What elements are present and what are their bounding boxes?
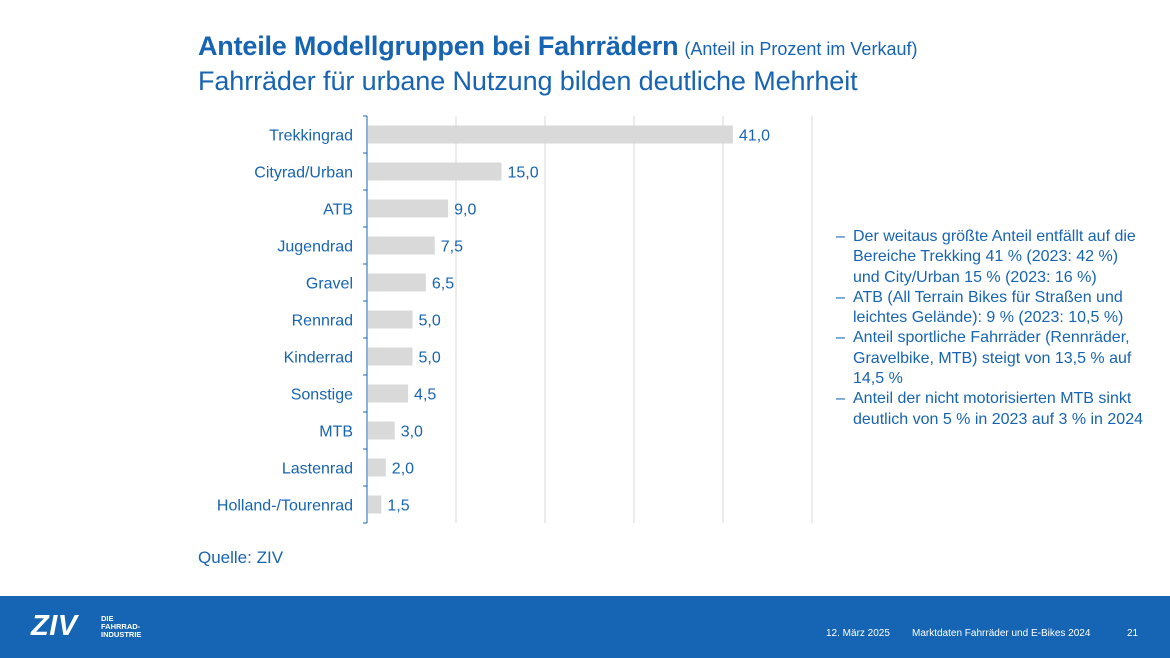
data-label: 4,5	[414, 387, 436, 404]
bullet-dash: –	[836, 288, 845, 306]
data-label: 6,5	[432, 276, 454, 293]
bar	[368, 199, 449, 218]
data-label: 15,0	[508, 165, 539, 182]
bar-chart: Trekkingrad 41,0 Cityrad/Urban 15,0 ATB 9,0 Ju…	[217, 115, 813, 524]
category-label: Lastenrad	[282, 461, 353, 478]
category-label: Sonstige	[291, 387, 353, 404]
bar	[368, 384, 409, 403]
page-title: Anteile Modellgruppen bei Fahrrädern	[198, 31, 679, 61]
bullet-text: Anteil der nicht motorisierten MTB sinkt…	[853, 390, 1143, 428]
bar	[368, 347, 413, 366]
footer-bar: ZIV DIE FAHRRAD- INDUSTRIE 12. März 2025…	[0, 596, 1170, 658]
logo-subtitle: DIE FAHRRAD- INDUSTRIE	[101, 615, 141, 639]
bullet-text: ATB (All Terrain Bikes für Straßen und l…	[853, 288, 1124, 327]
bullet-dash: –	[836, 390, 845, 408]
logo-wordmark: ZIV	[31, 610, 78, 642]
data-label: 1,5	[387, 498, 409, 515]
source-note: Quelle: ZIV	[198, 548, 284, 567]
bullet-dash: –	[836, 329, 845, 347]
bar	[368, 495, 382, 514]
data-label: 9,0	[454, 202, 476, 219]
category-label: Holland-/Tourenrad	[217, 498, 353, 515]
category-label: Rennrad	[292, 313, 353, 330]
data-label: 5,0	[419, 350, 441, 367]
logo-sub-line-3: INDUSTRIE	[101, 630, 142, 639]
bar	[368, 421, 395, 440]
bullet-item: – Der weitaus größte Anteil entfällt auf …	[836, 227, 1146, 288]
bar	[368, 273, 426, 292]
bar	[368, 162, 502, 181]
category-label: Jugendrad	[277, 239, 353, 256]
category-label: MTB	[319, 424, 353, 441]
title-line: Anteile Modellgruppen bei Fahrrädern (Ant…	[198, 31, 917, 62]
data-label: 5,0	[419, 313, 441, 330]
data-label: 3,0	[401, 424, 423, 441]
data-label: 2,0	[392, 461, 414, 478]
category-label: Kinderrad	[284, 350, 353, 367]
page-number: 21	[1127, 628, 1139, 639]
bullet-dash: –	[836, 228, 845, 245]
footer-text: Marktdaten Fahrräder und E-Bikes 2024	[912, 628, 1091, 639]
logo-sub-line-1: DIE	[101, 614, 114, 623]
category-label: Gravel	[306, 276, 353, 293]
data-label: 7,5	[441, 239, 463, 256]
page-subtitle: Fahrräder für urbane Nutzung bilden deut…	[198, 66, 858, 96]
bullet-item: – Anteil der nicht motorisierten MTB sink…	[836, 389, 1146, 430]
bullet-item: – ATB (All Terrain Bikes für Straßen und …	[836, 288, 1146, 329]
bullet-list: – Der weitaus größte Anteil entfällt auf …	[836, 227, 1146, 430]
logo-sub-line-2: FAHRRAD-	[101, 622, 141, 631]
category-label: ATB	[323, 202, 353, 219]
category-label: Cityrad/Urban	[254, 165, 353, 182]
bar	[368, 310, 413, 329]
bar	[368, 458, 386, 477]
bar	[368, 236, 435, 255]
data-label: 41,0	[739, 128, 770, 145]
bullet-item: – Anteil sportliche Fahrräder (Rennräder,…	[836, 328, 1146, 389]
bullet-text: Der weitaus größte Anteil entfällt auf d…	[853, 228, 1136, 286]
bullet-text: Anteil sportliche Fahrräder (Rennräder, …	[853, 329, 1132, 388]
title-note: (Anteil in Prozent im Verkauf)	[684, 39, 918, 59]
bar	[368, 125, 733, 144]
footer-date: 12. März 2025	[826, 628, 890, 639]
category-label: Trekkingrad	[269, 128, 353, 145]
